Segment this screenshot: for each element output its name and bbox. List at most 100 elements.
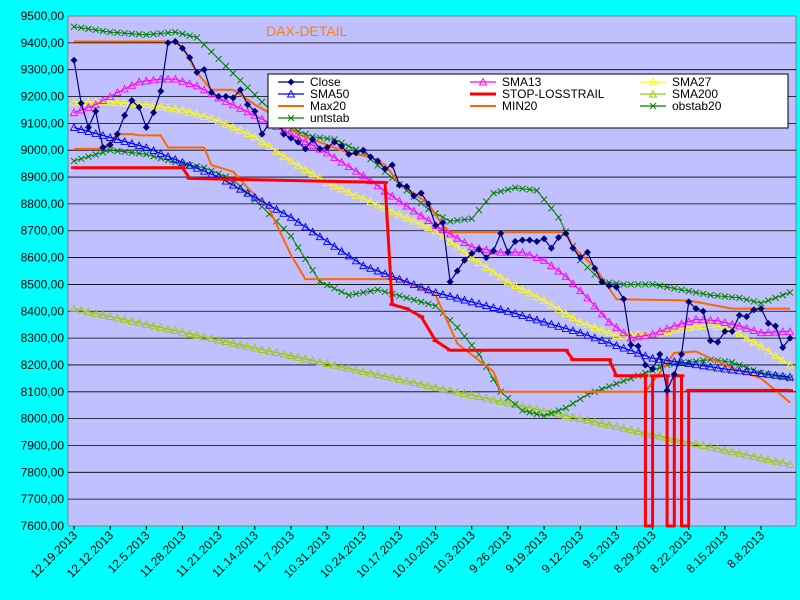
data-point-sma200: [402, 376, 411, 385]
data-point-sma13: [583, 293, 592, 302]
data-point-close: [207, 89, 215, 96]
data-point-sma200: [445, 385, 455, 394]
data-point-obstab20: [533, 187, 541, 194]
data-point-sma200: [453, 387, 462, 396]
data-point-sma13: [576, 286, 585, 295]
data-point-sma50: [453, 293, 462, 302]
data-point-close: [374, 157, 382, 165]
data-point-close: [511, 237, 519, 245]
x-axis-tick-labels: 12.19.201312.12.201312.5.201311.28.20131…: [28, 526, 767, 581]
data-point-sma50: [460, 295, 469, 304]
data-point-close: [656, 350, 664, 358]
data-point-sma200: [633, 426, 643, 435]
data-point-sma27: [192, 109, 202, 118]
data-point-close: [634, 342, 642, 350]
legend-marker: [287, 114, 295, 122]
y-tick-label: 9300,00: [21, 63, 65, 77]
data-point-sma13: [785, 326, 795, 335]
data-point-sma50: [192, 163, 202, 172]
data-point-sma13: [387, 191, 397, 200]
data-point-sma13: [337, 157, 346, 166]
data-point-sma200: [243, 341, 252, 350]
data-point-sma50: [301, 222, 310, 231]
y-tick-label: 7800,00: [21, 465, 65, 479]
data-point-untstab: [294, 244, 302, 251]
data-point-close: [453, 267, 461, 275]
data-point-sma50: [98, 130, 108, 139]
data-point-obstab20: [649, 281, 656, 288]
y-tick-label: 7900,00: [21, 438, 65, 452]
data-point-sma13: [84, 102, 93, 111]
data-point-sma200: [149, 321, 158, 330]
data-point-sma13: [91, 100, 100, 109]
data-point-sma27: [561, 308, 571, 317]
data-point-sma13: [185, 79, 194, 88]
data-point-sma13: [149, 75, 158, 84]
data-point-sma50: [547, 319, 556, 328]
data-point-close: [612, 283, 620, 291]
data-point-untstab: [99, 149, 107, 156]
data-point-sma27: [279, 151, 288, 160]
data-point-untstab: [70, 157, 78, 165]
data-point-obstab20: [323, 135, 331, 142]
data-point-sma200: [250, 343, 260, 352]
data-point-sma50: [315, 232, 325, 241]
y-tick-label: 9000,00: [21, 143, 65, 157]
data-point-sma13: [590, 301, 599, 310]
data-point-obstab20: [461, 216, 468, 223]
data-point-sma200: [192, 330, 202, 339]
data-point-sma200: [91, 308, 100, 317]
y-tick-label: 8200,00: [21, 358, 65, 372]
data-point-sma200: [366, 368, 375, 377]
data-point-sma13: [69, 108, 79, 117]
data-point-sma50: [670, 357, 679, 365]
legend-label: Close: [310, 75, 341, 89]
legend-marker: [649, 102, 657, 110]
data-point-close: [128, 97, 136, 105]
legend-marker: [286, 89, 296, 98]
data-point-sma50: [677, 358, 686, 366]
data-point-sma50: [199, 166, 209, 175]
data-point-sma27: [142, 100, 151, 109]
data-point-obstab20: [251, 91, 259, 99]
data-point-sma13: [243, 107, 252, 116]
data-point-sma27: [590, 322, 599, 331]
data-point-obstab20: [345, 142, 353, 150]
data-point-sma50: [735, 366, 744, 375]
data-point-obstab20: [135, 30, 143, 38]
data-point-sma27: [756, 341, 766, 350]
data-point-untstab: [367, 287, 374, 295]
data-point-sma27: [518, 284, 527, 293]
data-point-sma50: [597, 335, 607, 344]
data-point-sma200: [228, 338, 238, 347]
data-point-close: [728, 327, 736, 335]
data-point-obstab20: [157, 30, 165, 37]
y-tick-label: 8300,00: [21, 331, 65, 345]
y-tick-label: 9500,00: [21, 9, 65, 23]
data-point-close: [627, 341, 635, 349]
data-point-sma13: [547, 261, 556, 270]
data-point-sma200: [431, 382, 440, 391]
data-point-obstab20: [519, 185, 526, 193]
data-point-sma13: [756, 328, 766, 337]
data-point-close: [678, 350, 686, 358]
data-point-sma200: [322, 359, 332, 368]
series-line-obstab20: [73, 26, 791, 304]
data-point-obstab20: [555, 213, 562, 221]
data-point-untstab: [331, 285, 338, 292]
data-point-sma13: [127, 80, 137, 89]
data-point-sma13: [597, 309, 607, 318]
data-point-sma27: [330, 181, 339, 190]
data-point-sma13: [619, 328, 628, 337]
data-point-obstab20: [439, 213, 447, 221]
data-point-sma50: [351, 256, 361, 265]
data-point-untstab: [504, 394, 512, 402]
data-point-sma13: [539, 255, 549, 264]
data-point-close: [663, 386, 671, 394]
data-point-sma50: [359, 261, 368, 270]
data-point-untstab: [410, 296, 418, 304]
data-point-close: [150, 109, 158, 117]
data-point-sma27: [735, 329, 744, 338]
data-point-sma27: [510, 281, 520, 289]
data-point-sma200: [539, 406, 549, 415]
